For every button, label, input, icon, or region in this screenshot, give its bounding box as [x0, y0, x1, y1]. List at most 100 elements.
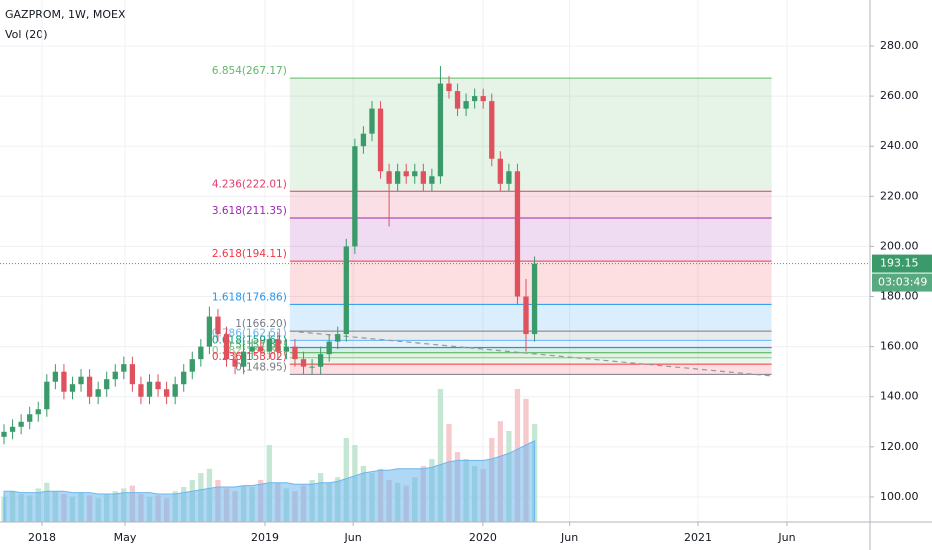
candle-body [27, 414, 33, 422]
y-tick-label: 260.00 [880, 89, 919, 102]
candle-body [506, 171, 512, 184]
y-tick-label: 200.00 [880, 239, 919, 252]
fib-band [289, 191, 772, 218]
candle-body [95, 389, 101, 397]
candle-body [129, 364, 136, 385]
candle-body [240, 351, 247, 367]
volume-bar [437, 389, 444, 522]
candle-body [44, 381, 50, 410]
candle-body [463, 101, 469, 109]
candle-body [429, 176, 435, 184]
fib-label: 0(148.95) [235, 361, 287, 373]
fib: 6.854(267.17) 4.236(222.01) 3.618(211.35) 2… [212, 65, 772, 377]
candle-body [155, 381, 161, 390]
candle-body [300, 359, 307, 367]
x-tick-label: 2021 [684, 531, 712, 544]
candle-body [283, 346, 290, 352]
fib-label: 1.618(176.86) [212, 291, 287, 303]
candle-body [531, 263, 538, 335]
candle-body [215, 316, 221, 335]
candle-body [52, 371, 59, 382]
candle-body [78, 376, 84, 385]
candle-body [352, 146, 358, 247]
candle-body [514, 171, 521, 297]
y-tick-label: 120.00 [880, 440, 919, 453]
x-tick-label: Jun [344, 531, 362, 544]
x-tick-label: 2018 [28, 531, 56, 544]
candle-body [420, 171, 426, 184]
candle-body [497, 158, 503, 184]
volume-ma-area [3, 439, 536, 523]
x-tick-label: 2020 [469, 531, 497, 544]
candle-body [232, 359, 238, 367]
candle-body [189, 359, 195, 372]
countdown-box [872, 273, 932, 292]
y-tick-label: 160.00 [880, 340, 919, 353]
candle-body [249, 346, 255, 352]
fib-label: 3.618(211.35) [212, 205, 287, 217]
candle-body [454, 91, 461, 109]
candle-body [369, 108, 375, 134]
candle-body [437, 83, 444, 177]
x-tick-label: Jun [777, 531, 795, 544]
candle-body [472, 96, 478, 102]
y-tick-label: 240.00 [880, 139, 919, 152]
candle-body [61, 371, 67, 392]
fib-label: 0.236(153.02) [212, 351, 287, 363]
chart-subtitle: Vol (20) [5, 28, 48, 41]
last-price-box [872, 254, 932, 273]
candle-body [446, 83, 452, 92]
candle-body [35, 409, 41, 415]
candle-body [335, 334, 341, 342]
candles [1, 66, 538, 445]
candle-body [198, 346, 204, 360]
fib-label: 1(166.20) [235, 318, 287, 330]
fib-band [289, 347, 772, 353]
y-tick-label: 140.00 [880, 390, 919, 403]
candle-body [266, 339, 272, 352]
candle-body [326, 341, 332, 355]
y-tick-label: 280.00 [880, 39, 919, 52]
fib-band [289, 340, 772, 348]
fib-label: 0.786(162.51) [212, 327, 287, 339]
candle-body [258, 346, 264, 352]
candle-body [394, 171, 401, 184]
candle-body [18, 421, 24, 427]
candle-body [146, 381, 153, 397]
candle-body [69, 384, 76, 392]
fib-band [289, 304, 772, 332]
candle-body [403, 171, 409, 177]
candle-body [172, 384, 178, 397]
fib-band [289, 261, 772, 305]
candle-body [360, 133, 367, 147]
fib-band [289, 364, 772, 375]
last-price-label: 193.15 [880, 257, 919, 270]
candle-body [223, 334, 230, 360]
fib-band [289, 331, 772, 341]
candle-body [206, 316, 213, 347]
fib-label: 2.618(194.11) [212, 248, 287, 260]
candle-body [163, 389, 170, 397]
candle-body [1, 431, 7, 437]
countdown-label: 03:03:49 [878, 276, 927, 289]
candle-body [412, 171, 418, 177]
fib-label: 6.854(267.17) [212, 65, 287, 77]
candle-body [317, 354, 324, 367]
candle-body [86, 376, 93, 397]
y-tick-label: 180.00 [880, 290, 919, 303]
candle-body [292, 346, 298, 360]
fib-band [289, 357, 772, 365]
fib-band [289, 352, 772, 358]
candle-body [138, 384, 144, 397]
fib-band [289, 78, 772, 192]
candle-body [121, 364, 127, 372]
candle-body [489, 101, 495, 159]
candle-body [9, 426, 16, 432]
chart-title: GAZPROM, 1W, MOEX [5, 8, 126, 21]
candle-body [112, 371, 118, 380]
candle-body [386, 171, 392, 184]
volume [1, 389, 538, 523]
y-tick-label: 220.00 [880, 189, 919, 202]
